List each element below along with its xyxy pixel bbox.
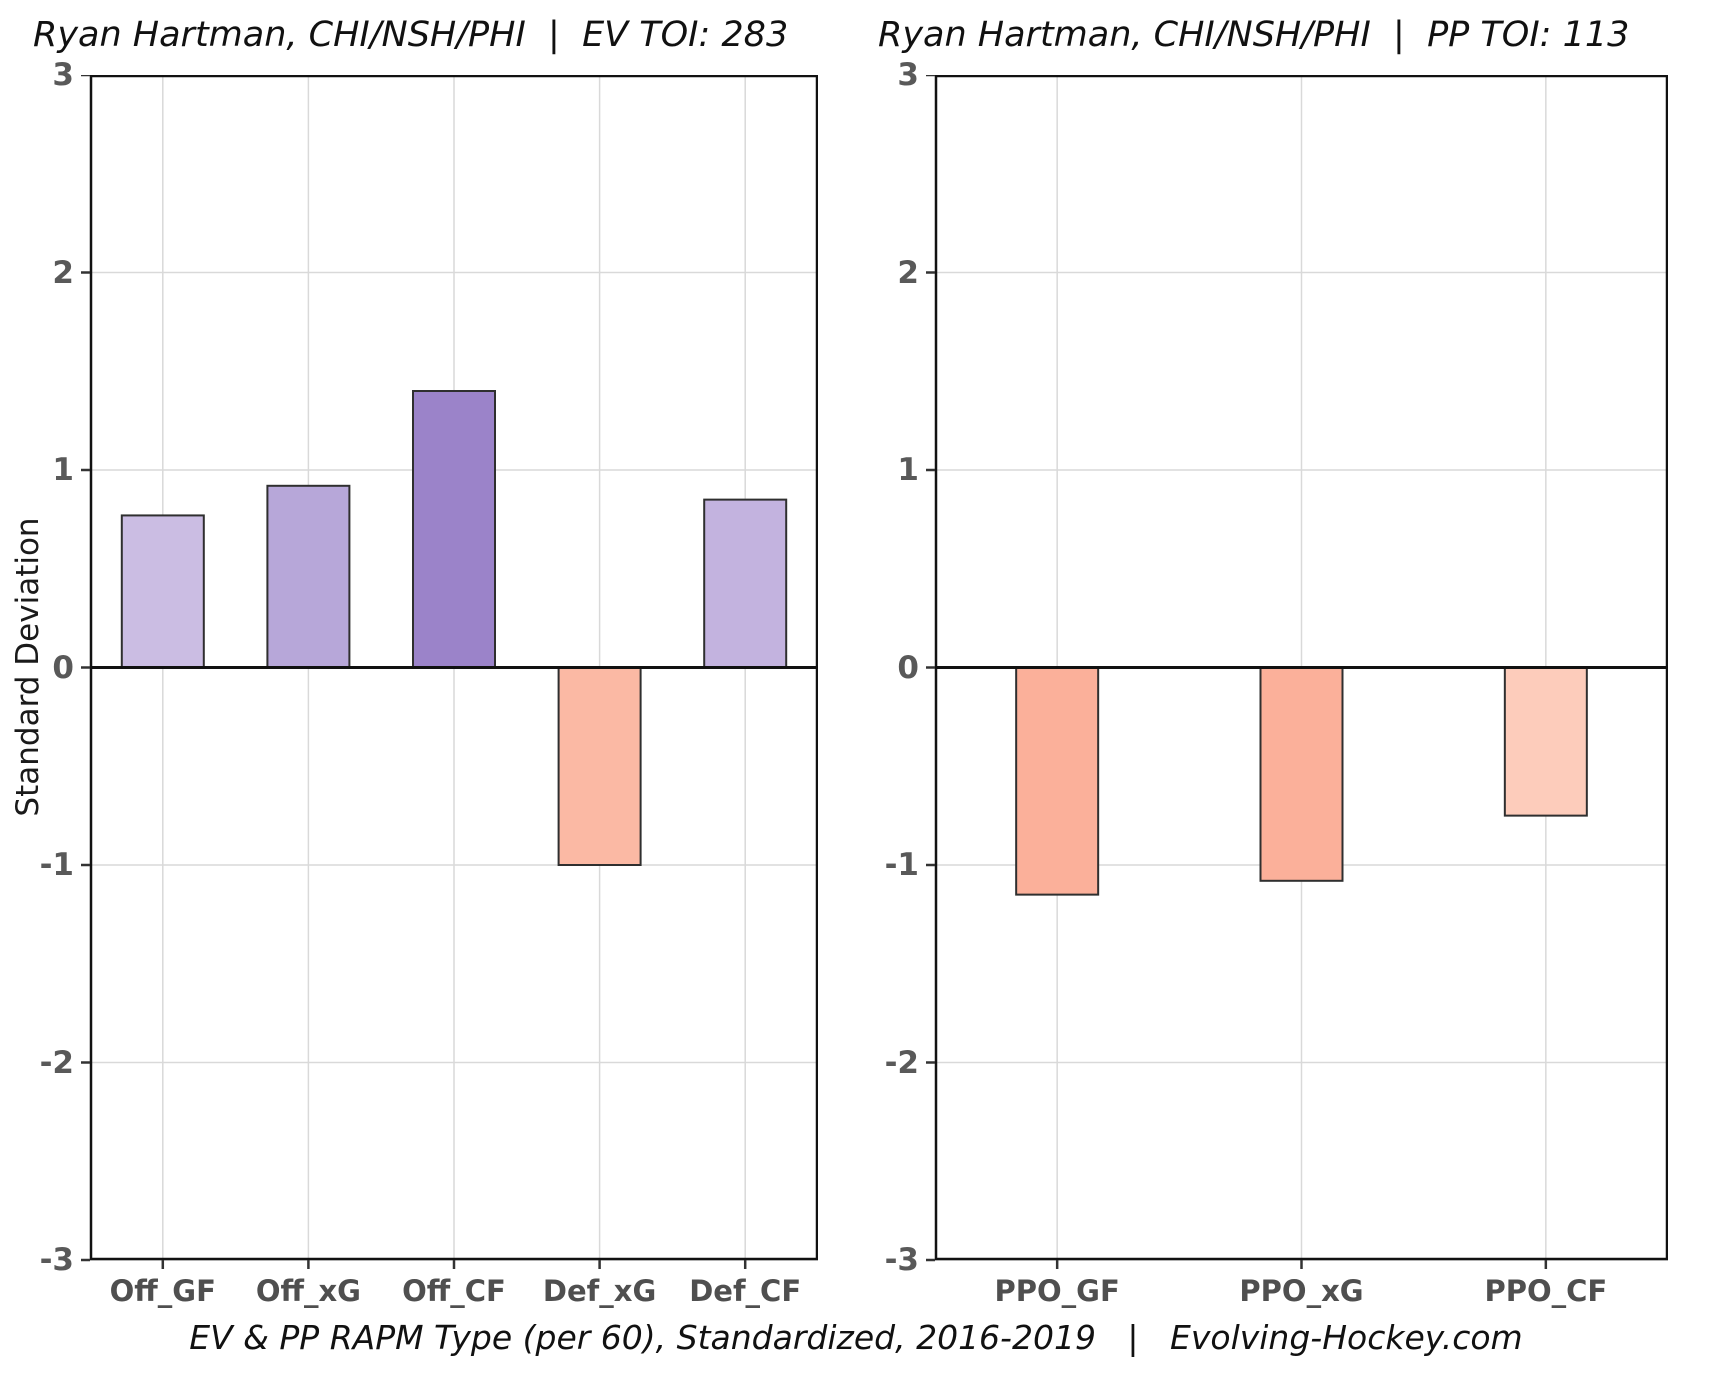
bar-Def_xG [557,666,642,866]
panel-border [934,75,1668,1261]
right-chart-title: Ryan Hartman, CHI/NSH/PHI | PP TOI: 113 [878,15,1630,55]
y-tick-label: 1 [897,452,919,488]
y-tick-label: -2 [39,1044,74,1081]
x-tick-label-Off_GF: Off_GF [109,1274,216,1308]
plot-area [926,75,1668,1269]
y-tick-label: 0 [897,649,919,686]
x-tick-label-Def_xG: Def_xG [542,1274,657,1308]
y-tick-label: -3 [884,1242,919,1278]
plot-area [81,75,818,1269]
chart-caption: EV & PP RAPM Type (per 60), Standardized… [189,1318,1523,1357]
y-tick-label: -3 [39,1242,74,1278]
bar-PPO_xG [1259,666,1344,882]
panel-border [89,75,818,1261]
x-tick-label-PPO_GF: PPO_GF [994,1274,1120,1308]
bar-PPO_CF [1503,666,1588,817]
x-tick-label-PPO_CF: PPO_CF [1484,1274,1608,1308]
x-tick-label-Def_CF: Def_CF [689,1274,802,1308]
x-tick-label-Off_xG: Off_xG [255,1274,361,1308]
x-tick-label-Off_CF: Off_CF [402,1274,506,1308]
x-tick-label-PPO_xG: PPO_xG [1239,1274,1364,1308]
bar-PPO_GF [1015,666,1100,896]
left-chart-title: Ryan Hartman, CHI/NSH/PHI | EV TOI: 283 [33,15,789,55]
y-tick-label: 2 [52,254,74,291]
y-tick-label: -2 [884,1044,919,1081]
y-tick-label: -1 [39,847,74,883]
bar-Off_xG [266,484,351,669]
y-tick-label: 2 [897,254,919,291]
y-tick-label: 0 [52,649,74,686]
y-tick-label: 3 [897,57,919,93]
y-tick-label: -1 [884,847,919,883]
y-tick-label: 3 [52,57,74,93]
bar-Off_CF [412,390,496,669]
bar-Def_CF [703,498,788,669]
y-tick-label: 1 [52,452,74,488]
bar-Off_GF [120,514,205,669]
